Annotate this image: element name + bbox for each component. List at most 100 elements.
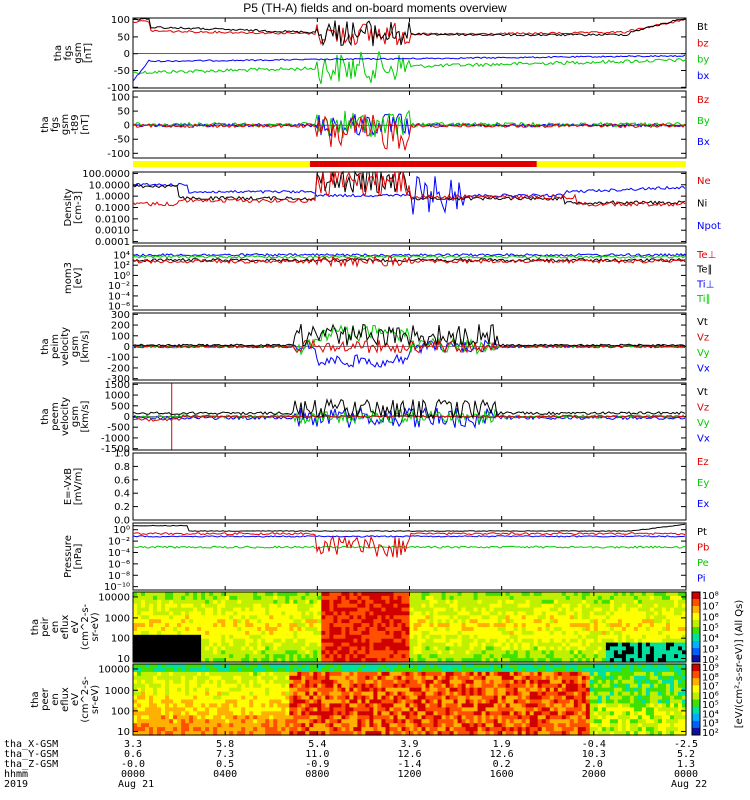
spectrogram-cell: [141, 711, 146, 716]
spectrogram-cell: [133, 646, 138, 651]
spectrogram-cell: [401, 731, 407, 736]
spectrogram-cell: [649, 650, 655, 655]
spectrogram-cell: [217, 599, 222, 605]
spectrogram-cell: [585, 691, 591, 697]
spectrogram-cell: [577, 711, 583, 716]
spectrogram-cell: [473, 630, 479, 636]
spectrogram-cell: [617, 595, 623, 601]
spectrogram-cell: [493, 658, 499, 663]
spectrogram-cell: [177, 727, 182, 732]
spectrogram-cell: [141, 695, 146, 701]
spectrogram-cell: [497, 599, 503, 605]
spectrogram-cell: [377, 679, 382, 685]
spectrogram-cell: [409, 715, 415, 720]
spectrogram-cell: [613, 715, 619, 720]
spectrogram-cell: [313, 703, 318, 708]
spectrogram-cell: [133, 611, 138, 616]
spectrogram-cell: [549, 634, 555, 640]
spectrogram-cell: [609, 611, 615, 616]
y-tick-label: -1500: [101, 444, 130, 455]
spectrogram-cell: [545, 623, 551, 628]
spectrogram-cell: [221, 683, 226, 689]
spectrogram-cell: [613, 664, 619, 669]
y-axis-label: tha: [30, 619, 41, 635]
spectrogram-cell: [670, 650, 675, 655]
spectrogram-cell: [365, 658, 370, 663]
spectrogram-cell: [425, 664, 431, 669]
spectrogram-cell: [473, 667, 479, 673]
spectrogram-cell: [653, 615, 659, 620]
spectrogram-cell: [265, 667, 270, 673]
spectrogram-cell: [325, 691, 330, 697]
spectrogram-cell: [309, 667, 314, 673]
spectrogram-cell: [233, 667, 238, 673]
spectrogram-cell: [533, 627, 539, 632]
spectrogram-cell: [437, 703, 443, 708]
spectrogram-cell: [625, 699, 631, 704]
series-Vy: [132, 408, 686, 425]
y-axis-label: [nPa]: [73, 543, 84, 569]
spectrogram-cell: [385, 687, 391, 693]
spectrogram-cell: [213, 599, 218, 605]
spectrogram-cell: [293, 603, 298, 609]
spectrogram-cell: [409, 619, 415, 624]
spectrogram-cell: [185, 619, 190, 624]
spectrogram-cell: [525, 623, 531, 628]
spectrogram-cell: [577, 687, 583, 693]
spectrogram-cell: [245, 703, 250, 708]
spectrogram-cell: [445, 638, 451, 644]
spectrogram-cell: [421, 623, 427, 628]
spectrogram-cell: [485, 707, 491, 712]
spectrogram-cell: [189, 630, 194, 636]
spectrogram-cell: [469, 679, 475, 685]
spectrogram-cell: [481, 675, 487, 681]
spectrogram-cell: [357, 679, 362, 685]
spectrogram-cell: [293, 642, 298, 648]
spectrogram-cell: [505, 695, 511, 701]
spectrogram-cell: [357, 707, 362, 712]
spectrogram-cell: [289, 603, 294, 609]
spectrogram-cell: [317, 654, 322, 659]
spectrogram-cell: [185, 699, 190, 704]
spectrogram-cell: [393, 630, 399, 636]
spectrogram-cell: [229, 687, 234, 693]
spectrogram-cell: [493, 611, 499, 616]
spectrogram-cell: [233, 719, 238, 724]
spectrogram-cell: [461, 715, 467, 720]
legend-Ex: Ex: [697, 499, 709, 510]
spectrogram-cell: [453, 654, 459, 659]
spectrogram-cell: [485, 675, 491, 681]
spectrogram-cell: [225, 603, 230, 609]
spectrogram-cell: [393, 715, 399, 720]
spectrogram-cell: [617, 630, 623, 636]
spectrogram-cell: [149, 683, 154, 689]
spectrogram-cell: [525, 671, 531, 677]
spectrogram-cell: [377, 664, 382, 669]
spectrogram-cell: [393, 675, 399, 681]
spectrogram-cell: [241, 650, 246, 655]
spectrogram-cell: [637, 623, 643, 628]
spectrogram-cell: [433, 695, 439, 701]
spectrogram-cell: [157, 711, 162, 716]
spectrogram-cell: [485, 711, 491, 716]
spectrogram-cell: [469, 687, 475, 693]
y-axis-label: eV: [70, 620, 81, 633]
spectrogram-cell: [649, 630, 655, 636]
spectrogram-cell: [133, 658, 138, 663]
spectrogram-cell: [305, 679, 310, 685]
spectrogram-cell: [597, 699, 603, 704]
spectrogram-cell: [413, 642, 419, 648]
spectrogram-cell: [549, 646, 555, 651]
spectrogram-cell: [153, 642, 158, 648]
spectrogram-cell: [165, 630, 170, 636]
spectrogram-cell: [313, 683, 318, 689]
spectrogram-cell: [253, 664, 258, 669]
spectrogram-cell: [165, 607, 170, 613]
spectrogram-cell: [621, 619, 627, 624]
spectrogram-cell: [457, 642, 463, 648]
spectrogram-cell: [145, 611, 150, 616]
spectrogram-cell: [593, 599, 599, 605]
spectrogram-cell: [429, 731, 435, 736]
spectrogram-cell: [593, 731, 599, 736]
spectrogram-cell: [537, 642, 543, 648]
